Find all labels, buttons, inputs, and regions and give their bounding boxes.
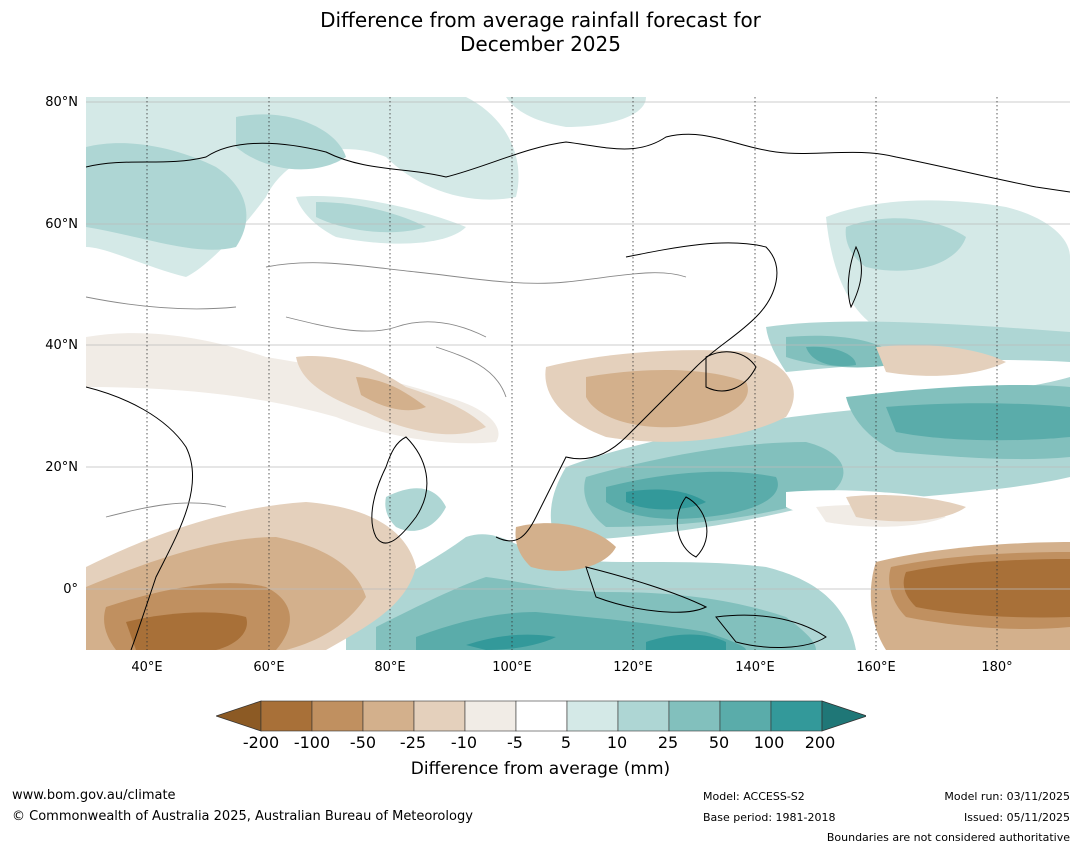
copyright-text: © Commonwealth of Australia 2025, Austra… <box>12 809 473 824</box>
colorbar-swatch <box>311 700 364 732</box>
colorbar-tick: 200 <box>804 733 836 752</box>
colorbar-tick: -100 <box>293 733 331 752</box>
lon-label-40e: 40°E <box>131 660 163 675</box>
model-text: Model: ACCESS-S2 <box>703 790 805 803</box>
colorbar-tick: -10 <box>450 733 478 752</box>
lat-label-60n: 60°N <box>45 217 78 232</box>
wet-anomaly-north <box>86 97 646 277</box>
lon-label-80e: 80°E <box>374 660 406 675</box>
colorbar-extend-low <box>216 700 262 732</box>
wet-anomaly-equatorial <box>346 488 856 650</box>
rainfall-anomaly-map <box>86 97 1070 650</box>
lon-label-120e: 120°E <box>613 660 653 675</box>
dry-anomaly-regions <box>86 333 1070 650</box>
colorbar-swatch <box>566 700 619 732</box>
colorbar-tick: 100 <box>753 733 785 752</box>
colorbar-swatch <box>770 700 823 732</box>
base-period-text: Base period: 1981-2018 <box>703 811 836 824</box>
meridians <box>146 97 998 650</box>
map-canvas <box>86 97 1070 650</box>
colorbar-tick: -5 <box>507 733 523 752</box>
title-line-1: Difference from average rainfall forecas… <box>320 8 761 32</box>
lon-label-60e: 60°E <box>253 660 285 675</box>
map-title: Difference from average rainfall forecas… <box>0 8 1081 56</box>
graticule <box>86 101 1070 590</box>
colorbar-swatch <box>362 700 415 732</box>
colorbar-swatch <box>668 700 721 732</box>
colorbar-extend-high <box>821 700 866 732</box>
colorbar-label: Difference from average (mm) <box>410 759 671 779</box>
colorbar-swatches <box>216 700 866 732</box>
lon-label-160e: 160°E <box>856 660 896 675</box>
coastlines <box>86 133 1070 650</box>
lon-label-100e: 100°E <box>492 660 532 675</box>
colorbar-tick: -25 <box>399 733 427 752</box>
colorbar-tick: -200 <box>242 733 280 752</box>
model-run-text: Model run: 03/11/2025 <box>944 790 1070 803</box>
wet-anomaly-tropics <box>550 377 1070 542</box>
colorbar-swatch <box>464 700 517 732</box>
colorbar-tick: -50 <box>349 733 377 752</box>
colorbar-tick: 5 <box>560 733 572 752</box>
colorbar-tick: 50 <box>708 733 730 752</box>
boundaries-note: Boundaries are not considered authoritat… <box>826 831 1070 844</box>
lat-label-80n: 80°N <box>45 95 78 110</box>
colorbar-swatch <box>260 700 313 732</box>
colorbar-tick: 25 <box>657 733 679 752</box>
colorbar-swatch <box>617 700 670 732</box>
country-boundaries <box>86 262 687 518</box>
lat-label-equator: 0° <box>63 582 78 597</box>
title-line-2: December 2025 <box>460 32 621 56</box>
website-link[interactable]: www.bom.gov.au/climate <box>12 788 176 803</box>
issued-text: Issued: 05/11/2025 <box>963 811 1070 824</box>
lon-label-180: 180° <box>981 660 1013 675</box>
colorbar-swatch <box>719 700 772 732</box>
lat-label-40n: 40°N <box>45 338 78 353</box>
colorbar-tick: 10 <box>606 733 628 752</box>
lat-label-20n: 20°N <box>45 460 78 475</box>
lon-label-140e: 140°E <box>735 660 775 675</box>
colorbar-swatch <box>413 700 466 732</box>
colorbar <box>216 700 866 732</box>
colorbar-swatch <box>515 700 568 732</box>
